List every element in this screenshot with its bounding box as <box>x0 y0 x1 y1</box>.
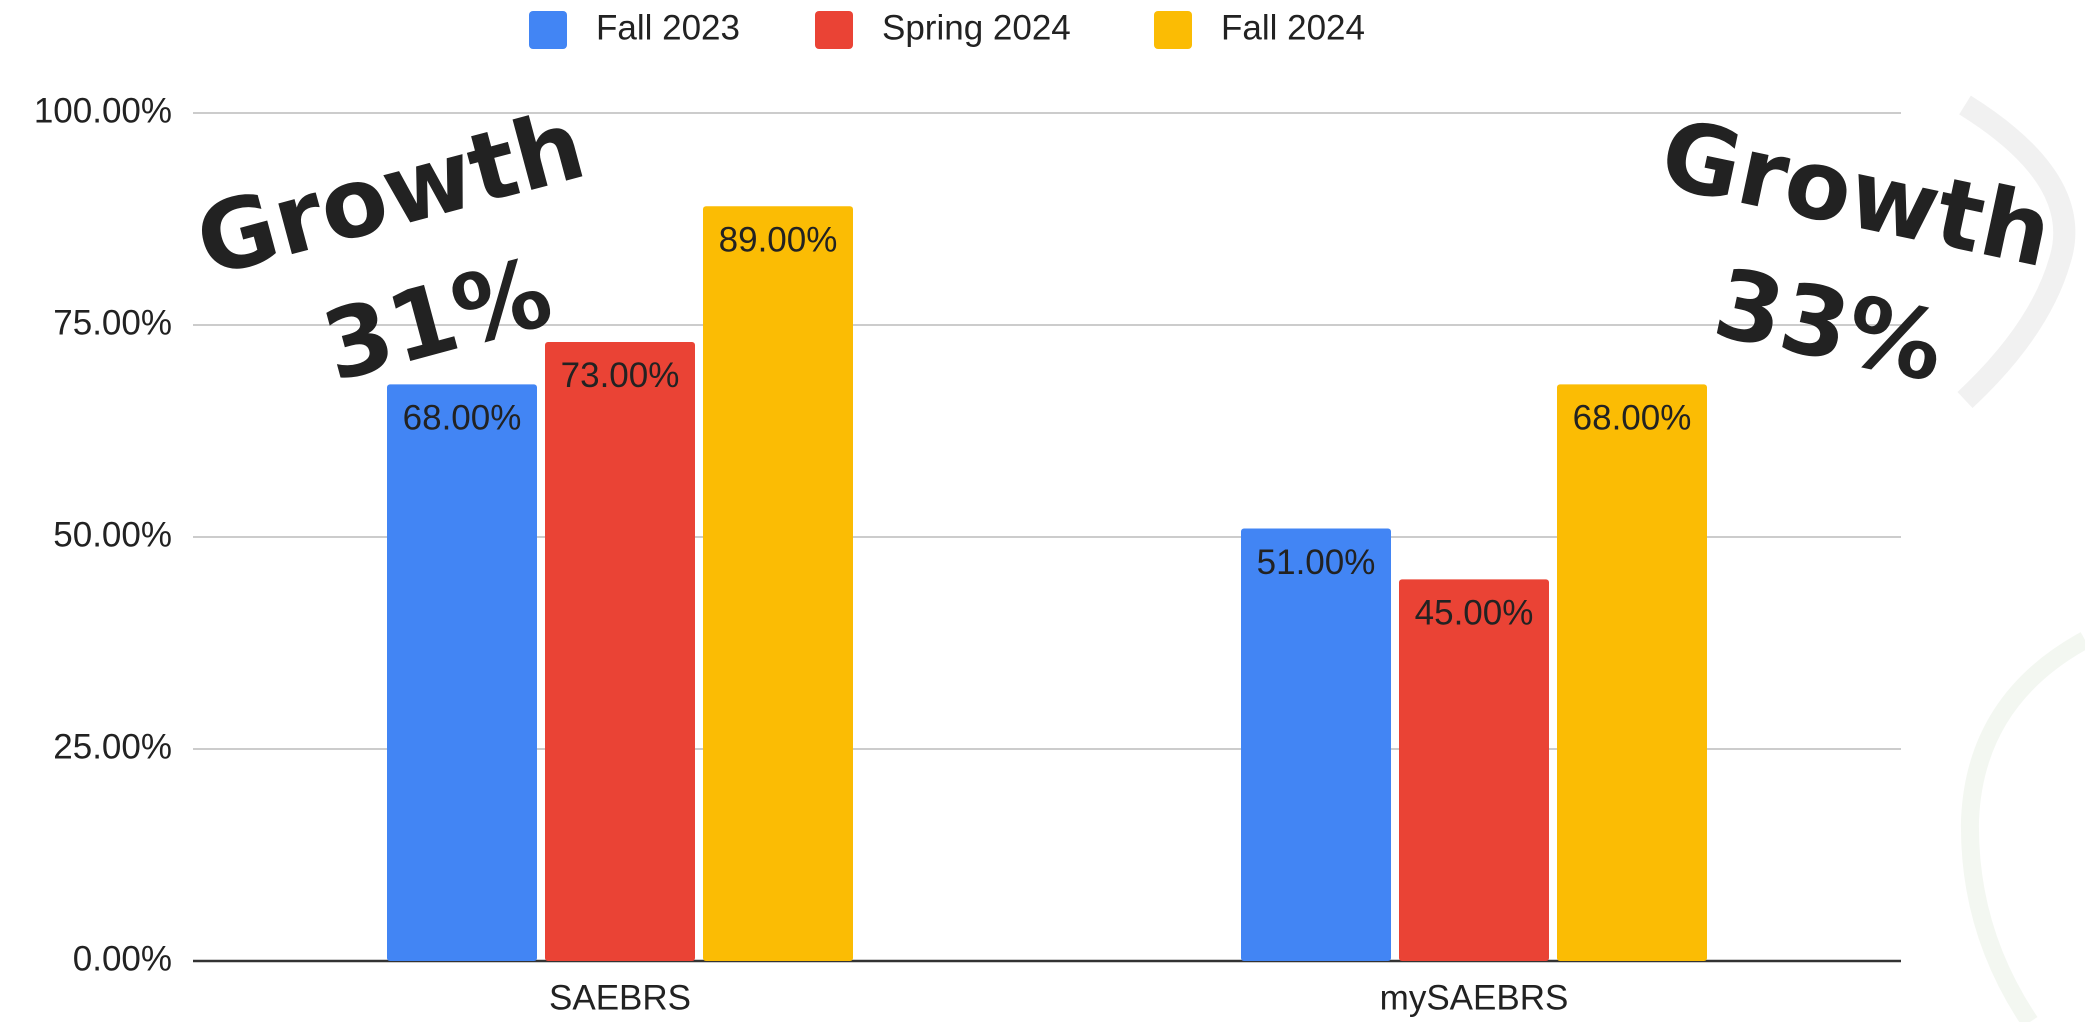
decor-arc <box>1960 632 2085 1022</box>
legend-label: Spring 2024 <box>882 8 1071 47</box>
x-tick-label: mySAEBRS <box>1380 978 1569 1017</box>
bar <box>545 341 695 962</box>
legend-label: Fall 2023 <box>596 8 740 47</box>
bar <box>703 206 853 961</box>
legend-swatch <box>815 11 853 49</box>
bar <box>387 384 537 961</box>
value-label: 45.00% <box>1415 594 1534 633</box>
bar <box>1399 579 1549 961</box>
bar <box>1557 384 1707 961</box>
y-tick-label: 100.00% <box>34 91 172 130</box>
y-tick-label: 0.00% <box>73 939 172 978</box>
decor-arc <box>1957 95 2076 409</box>
value-label: 68.00% <box>1573 399 1692 438</box>
y-tick-label: 75.00% <box>53 303 172 342</box>
y-tick-label: 50.00% <box>53 515 172 554</box>
value-label: 68.00% <box>403 399 522 438</box>
legend-swatch <box>1154 11 1192 49</box>
value-label: 51.00% <box>1257 543 1376 582</box>
value-label: 89.00% <box>719 221 838 260</box>
legend-swatch <box>529 11 567 49</box>
annotation: 33% <box>1705 247 1953 404</box>
bar <box>1241 528 1391 961</box>
value-label: 73.00% <box>561 356 680 395</box>
y-tick-label: 25.00% <box>53 727 172 766</box>
x-tick-label: SAEBRS <box>549 978 691 1017</box>
legend-label: Fall 2024 <box>1221 8 1365 47</box>
